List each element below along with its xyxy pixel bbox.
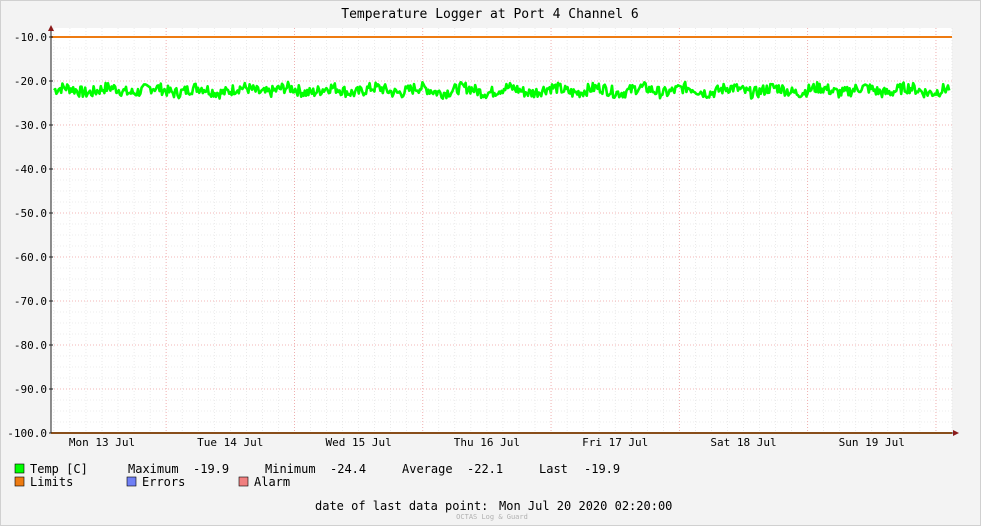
last-data-point-label: date of last data point: xyxy=(315,499,488,513)
tick-labels: -10.0 -20.0 -30.0 -40.0 -50.0 -60.0 -70.0 -80.0… xyxy=(7,31,905,449)
x-tick-label: Thu 16 Jul xyxy=(454,436,520,449)
chart-title: Temperature Logger at Port 4 Channel 6 xyxy=(341,7,638,22)
last-data-point-value: Mon Jul 20 2020 02:20:00 xyxy=(499,499,672,513)
legend-maximum-value: -19.9 xyxy=(193,462,229,476)
legend-average-value: -22.1 xyxy=(467,462,503,476)
axes xyxy=(48,25,959,436)
legend-swatch-alarm xyxy=(238,476,249,487)
temp-series-line xyxy=(53,80,951,100)
y-tick-label: -50.0 xyxy=(14,207,47,220)
x-tick-label: Tue 14 Jul xyxy=(197,436,263,449)
y-axis-arrow xyxy=(48,25,54,31)
y-tick-label: -30.0 xyxy=(14,119,47,132)
legend-swatch-errors xyxy=(126,476,137,487)
y-tick-label: -100.0 xyxy=(7,427,47,440)
x-tick-label: Wed 15 Jul xyxy=(325,436,391,449)
x-tick-label: Mon 13 Jul xyxy=(69,436,135,449)
y-tick-label: -80.0 xyxy=(14,339,47,352)
legend-errors-label: Errors xyxy=(142,475,185,489)
legend-alarm-label: Alarm xyxy=(254,475,290,489)
y-tick-label: -10.0 xyxy=(14,31,47,44)
legend-swatch-limits xyxy=(14,476,25,487)
legend-last-value: -19.9 xyxy=(584,462,620,476)
legend-temp-label: Temp [C] xyxy=(30,462,88,476)
legend-last-label: Last xyxy=(539,462,568,476)
x-axis-arrow xyxy=(953,430,959,436)
legend-swatch-temp xyxy=(14,463,25,474)
grid xyxy=(51,28,953,434)
x-tick-label: Sat 18 Jul xyxy=(710,436,776,449)
y-tick-label: -70.0 xyxy=(14,295,47,308)
y-tick-label: -20.0 xyxy=(14,75,47,88)
legend-limits-label: Limits xyxy=(30,475,73,489)
legend-maximum-label: Maximum xyxy=(128,462,179,476)
watermark: OCTAS Log & Guard xyxy=(456,513,528,521)
y-tick-label: -60.0 xyxy=(14,251,47,264)
legend-minimum-value: -24.4 xyxy=(330,462,366,476)
y-tick-label: -40.0 xyxy=(14,163,47,176)
x-tick-label: Fri 17 Jul xyxy=(582,436,648,449)
x-tick-label: Sun 19 Jul xyxy=(839,436,905,449)
legend-minimum-label: Minimum xyxy=(265,462,316,476)
y-tick-label: -90.0 xyxy=(14,383,47,396)
legend-average-label: Average xyxy=(402,462,453,476)
